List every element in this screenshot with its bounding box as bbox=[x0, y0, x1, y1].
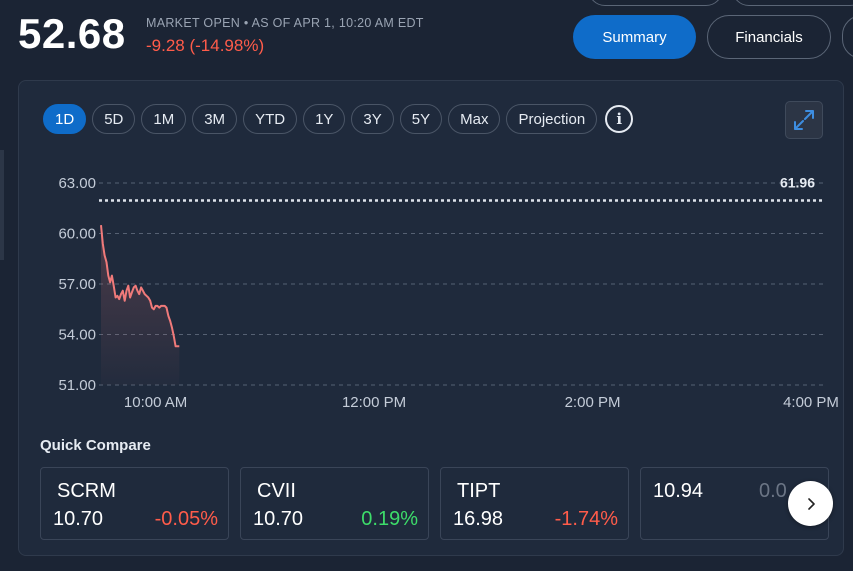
y-tick-label: 54.00 bbox=[58, 327, 96, 344]
summary-button[interactable]: Summary bbox=[573, 15, 696, 59]
price-area bbox=[101, 225, 180, 385]
x-tick-label: 2:00 PM bbox=[565, 394, 621, 411]
range-5y-button[interactable]: 5Y bbox=[399, 104, 443, 134]
expand-arrows-icon bbox=[794, 110, 814, 130]
price-line bbox=[100, 225, 180, 348]
range-1m-button[interactable]: 1M bbox=[141, 104, 187, 134]
financials-button[interactable]: Financials bbox=[707, 15, 831, 59]
top-hidden-button-2[interactable] bbox=[732, 0, 853, 6]
y-tick-label: 57.00 bbox=[58, 276, 96, 293]
compare-change: 0.0 bbox=[759, 480, 787, 502]
x-tick-label: 12:00 PM bbox=[342, 394, 406, 411]
range-3y-button[interactable]: 3Y bbox=[351, 104, 394, 134]
compare-symbol: TIPT bbox=[457, 480, 501, 502]
compare-card-tipt[interactable]: TIPT 16.98 -1.74% bbox=[440, 467, 629, 540]
scroll-edge bbox=[0, 150, 4, 260]
compare-symbol: SCRM bbox=[57, 480, 116, 502]
range-1d-button[interactable]: 1D bbox=[43, 104, 87, 134]
more-tab-button[interactable] bbox=[842, 15, 853, 59]
compare-change: 0.19% bbox=[361, 508, 418, 530]
compare-symbol: CVII bbox=[257, 480, 296, 502]
compare-change: -0.05% bbox=[154, 508, 218, 530]
next-compare-button[interactable] bbox=[788, 481, 833, 526]
price-change: -9.28 (-14.98%) bbox=[146, 36, 265, 55]
previous-close-label: 61.96 bbox=[780, 175, 815, 191]
compare-change: -1.74% bbox=[554, 508, 618, 530]
y-tick-label: 60.00 bbox=[58, 226, 96, 243]
y-tick-label: 51.00 bbox=[58, 377, 96, 394]
quick-compare-title: Quick Compare bbox=[40, 437, 151, 454]
compare-value: 10.70 bbox=[253, 508, 304, 530]
top-hidden-button[interactable] bbox=[588, 0, 723, 6]
range-max-button[interactable]: Max bbox=[448, 104, 501, 134]
range-ytd-button[interactable]: YTD bbox=[243, 104, 298, 134]
range-3m-button[interactable]: 3M bbox=[192, 104, 238, 134]
expand-button[interactable] bbox=[785, 101, 823, 139]
compare-card-scrm[interactable]: SCRM 10.70 -0.05% bbox=[40, 467, 229, 540]
range-selector: 1D 5D 1M 3M YTD 1Y 3Y 5Y Max Projection … bbox=[43, 104, 634, 134]
compare-value: 10.70 bbox=[53, 508, 104, 530]
range-1y-button[interactable]: 1Y bbox=[303, 104, 346, 134]
market-status: MARKET OPEN • AS OF APR 1, 10:20 AM EDT bbox=[146, 16, 424, 30]
info-icon[interactable]: i bbox=[605, 105, 634, 133]
x-tick-label: 10:00 AM bbox=[124, 394, 187, 411]
range-5d-button[interactable]: 5D bbox=[92, 104, 136, 134]
compare-value: 16.98 bbox=[453, 508, 504, 530]
current-price: 52.68 bbox=[18, 10, 126, 57]
chart-card: 1D 5D 1M 3M YTD 1Y 3Y 5Y Max Projection … bbox=[18, 80, 844, 556]
compare-card-cvii[interactable]: CVII 10.70 0.19% bbox=[240, 467, 429, 540]
compare-value: 10.94 bbox=[653, 480, 704, 502]
price-chart: 63.00 60.00 57.00 54.00 51.00 10:00 AM 12:00 P… bbox=[58, 175, 839, 411]
range-projection-button[interactable]: Projection bbox=[506, 104, 598, 134]
y-tick-label: 63.00 bbox=[58, 175, 96, 192]
chevron-right-icon bbox=[807, 497, 815, 510]
x-tick-label: 4:00 PM bbox=[783, 394, 839, 411]
